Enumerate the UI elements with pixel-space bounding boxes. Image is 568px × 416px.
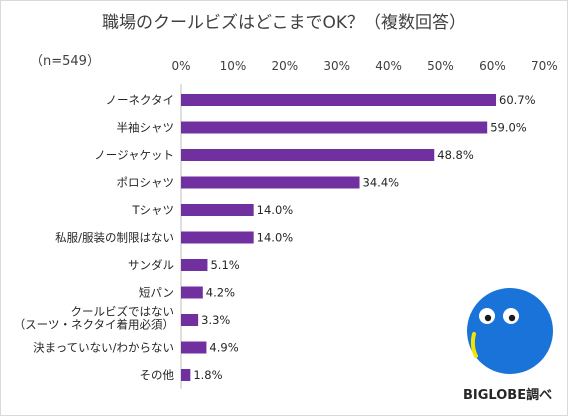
data-label: 4.2% bbox=[206, 286, 235, 300]
x-tick-label: 50% bbox=[427, 59, 454, 73]
data-label: 60.7% bbox=[499, 93, 536, 107]
x-tick-label: 30% bbox=[323, 59, 350, 73]
x-tick-label: 60% bbox=[479, 59, 506, 73]
category-label: 短パン bbox=[139, 286, 174, 300]
data-label: 4.9% bbox=[209, 341, 238, 355]
chart-title: 職場のクールビズはどこまでOK？（複数回答） bbox=[101, 13, 467, 33]
mascot-pupil-icon bbox=[508, 314, 516, 322]
bar bbox=[181, 176, 360, 189]
data-label: 14.0% bbox=[257, 203, 294, 217]
bar bbox=[181, 149, 435, 161]
data-label: 14.0% bbox=[257, 231, 294, 245]
x-tick-label: 70% bbox=[531, 59, 558, 73]
data-label: 1.8% bbox=[193, 368, 222, 382]
category-label: 決まっていない/わからない bbox=[33, 341, 174, 355]
source-label: BIGLOBE調べ bbox=[463, 388, 553, 403]
category-label: Tシャツ bbox=[131, 203, 174, 217]
category-label: ノージャケット bbox=[94, 148, 174, 162]
bar bbox=[181, 314, 199, 326]
mascot-highlight-icon bbox=[470, 332, 478, 358]
category-label: （スーツ・ネクタイ着用必須） bbox=[14, 318, 174, 332]
data-label: 3.3% bbox=[201, 313, 230, 327]
sample-size-label: （n=549） bbox=[30, 54, 100, 69]
category-label: その他 bbox=[140, 368, 175, 382]
bar bbox=[181, 231, 254, 244]
bar bbox=[181, 341, 207, 354]
category-label: 私服/服装の制限はない bbox=[55, 231, 174, 245]
bar bbox=[181, 259, 208, 271]
data-label: 5.1% bbox=[210, 258, 239, 272]
bar bbox=[181, 286, 203, 299]
category-label: サンダル bbox=[128, 258, 174, 272]
bar bbox=[181, 121, 488, 134]
mascot-pupil-icon bbox=[484, 314, 492, 322]
category-label: 半袖シャツ bbox=[117, 121, 175, 135]
category-label: ポロシャツ bbox=[117, 176, 175, 190]
data-label: 34.4% bbox=[363, 176, 400, 190]
data-label: 59.0% bbox=[490, 121, 527, 135]
category-label: ノーネクタイ bbox=[105, 93, 174, 107]
x-tick-label: 0% bbox=[171, 59, 190, 73]
category-label: クールビズではない bbox=[71, 305, 175, 319]
x-tick-label: 20% bbox=[271, 59, 298, 73]
data-label: 48.8% bbox=[437, 148, 474, 162]
bar bbox=[181, 204, 254, 216]
mascot-body-icon bbox=[467, 288, 553, 374]
bar bbox=[181, 369, 191, 381]
bar bbox=[181, 94, 497, 106]
x-tick-label: 10% bbox=[220, 59, 247, 73]
x-tick-label: 40% bbox=[375, 59, 402, 73]
